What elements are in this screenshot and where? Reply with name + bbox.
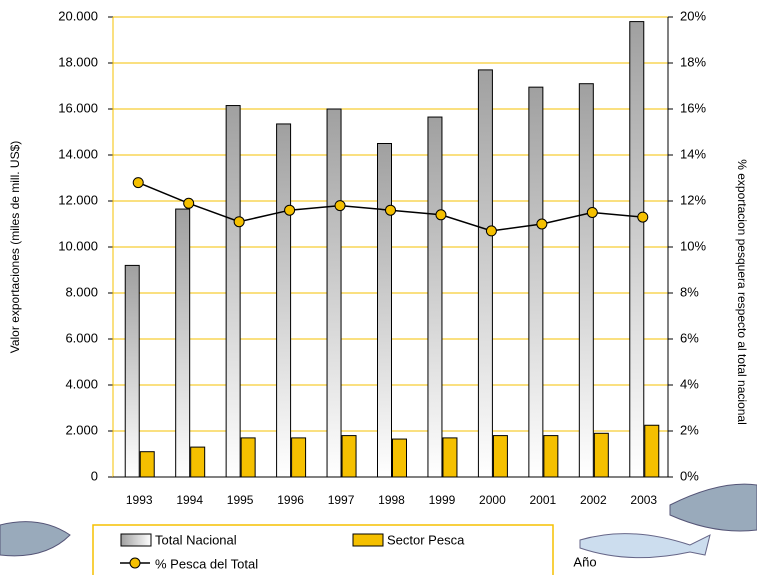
bar-pesca xyxy=(392,438,407,478)
line-marker xyxy=(233,216,245,228)
bar-total xyxy=(175,208,191,478)
y-tick-label: 2.000 xyxy=(65,422,98,437)
x-tick-label: 1993 xyxy=(126,493,153,507)
y2-tick-label: 12% xyxy=(680,192,706,207)
y-tick-label: 8.000 xyxy=(65,284,98,299)
x-tick-label: 1998 xyxy=(378,493,405,507)
bar-pesca xyxy=(543,435,559,478)
x-tick-label: 2000 xyxy=(479,493,506,507)
bar-total xyxy=(377,143,392,478)
x-tick-label: 1997 xyxy=(328,493,355,507)
line-marker xyxy=(132,177,144,189)
bar-total xyxy=(427,116,443,478)
line-marker xyxy=(385,204,396,216)
line-marker xyxy=(536,218,548,230)
line-marker xyxy=(435,209,447,221)
line-marker xyxy=(586,207,598,218)
y2-tick-label: 20% xyxy=(680,8,706,23)
y-tick-label: 12.000 xyxy=(58,192,98,207)
x-tick-label: 2001 xyxy=(530,493,557,507)
line-marker xyxy=(183,197,195,209)
y2-axis-label: % exportacion pesquera respecto al total… xyxy=(735,159,749,425)
bar-total xyxy=(326,108,342,478)
legend-box xyxy=(92,524,554,575)
bar-total xyxy=(276,123,292,478)
y-tick-label: 0 xyxy=(91,468,98,483)
x-tick-label: 1995 xyxy=(227,493,254,507)
bar-pesca xyxy=(190,446,206,478)
y2-tick-label: 18% xyxy=(680,54,706,69)
legend-label: % Pesca del Total xyxy=(155,556,258,571)
y2-tick-label: 14% xyxy=(680,146,706,161)
bar-pesca xyxy=(139,451,155,478)
legend-label: Sector Pesca xyxy=(387,532,465,547)
x-tick-label: 1999 xyxy=(429,493,456,507)
legend-marker xyxy=(129,557,141,569)
fish-left xyxy=(0,521,71,557)
bar-pesca xyxy=(442,437,458,478)
x-tick-label: 2002 xyxy=(580,493,607,507)
bar-pesca xyxy=(593,432,609,478)
y-tick-label: 10.000 xyxy=(58,238,98,253)
bar-pesca xyxy=(291,437,307,478)
y-tick-label: 6.000 xyxy=(65,330,98,345)
x-tick-label: 1994 xyxy=(176,493,203,507)
line-marker xyxy=(637,211,649,223)
y2-tick-label: 2% xyxy=(680,422,699,437)
bar-total xyxy=(477,69,493,478)
bar-pesca xyxy=(492,435,508,478)
y2-tick-label: 0% xyxy=(680,468,699,483)
line-marker xyxy=(284,204,296,216)
legend-label: Total Nacional xyxy=(155,532,237,547)
bar-pesca xyxy=(644,424,660,478)
y-tick-label: 14.000 xyxy=(58,146,98,161)
y-tick-label: 4.000 xyxy=(65,376,98,391)
bar-total xyxy=(225,105,241,478)
y-tick-label: 20.000 xyxy=(58,8,98,23)
bar-total xyxy=(629,21,645,478)
bar-total xyxy=(124,264,140,478)
fish-right xyxy=(579,483,757,559)
y2-tick-label: 16% xyxy=(680,100,706,115)
x-axis-label: Año xyxy=(573,554,596,569)
legend-swatch xyxy=(120,533,152,547)
bar-pesca xyxy=(341,435,357,478)
x-tick-label: 1996 xyxy=(277,493,304,507)
bar-total xyxy=(528,86,544,478)
y2-tick-label: 10% xyxy=(680,238,706,253)
y-tick-label: 16.000 xyxy=(58,100,98,115)
legend-swatch xyxy=(352,533,384,547)
bar-pesca xyxy=(240,437,256,478)
x-tick-label: 2003 xyxy=(630,493,657,507)
y2-tick-label: 8% xyxy=(680,284,699,299)
line-marker xyxy=(334,200,346,212)
y2-tick-label: 4% xyxy=(680,376,699,391)
line-marker xyxy=(485,225,497,237)
bar-total xyxy=(578,83,594,478)
y-tick-label: 18.000 xyxy=(58,54,98,69)
y2-tick-label: 6% xyxy=(680,330,699,345)
y-axis-label: Valor exportaciones (miles de mill. US$) xyxy=(8,141,22,354)
